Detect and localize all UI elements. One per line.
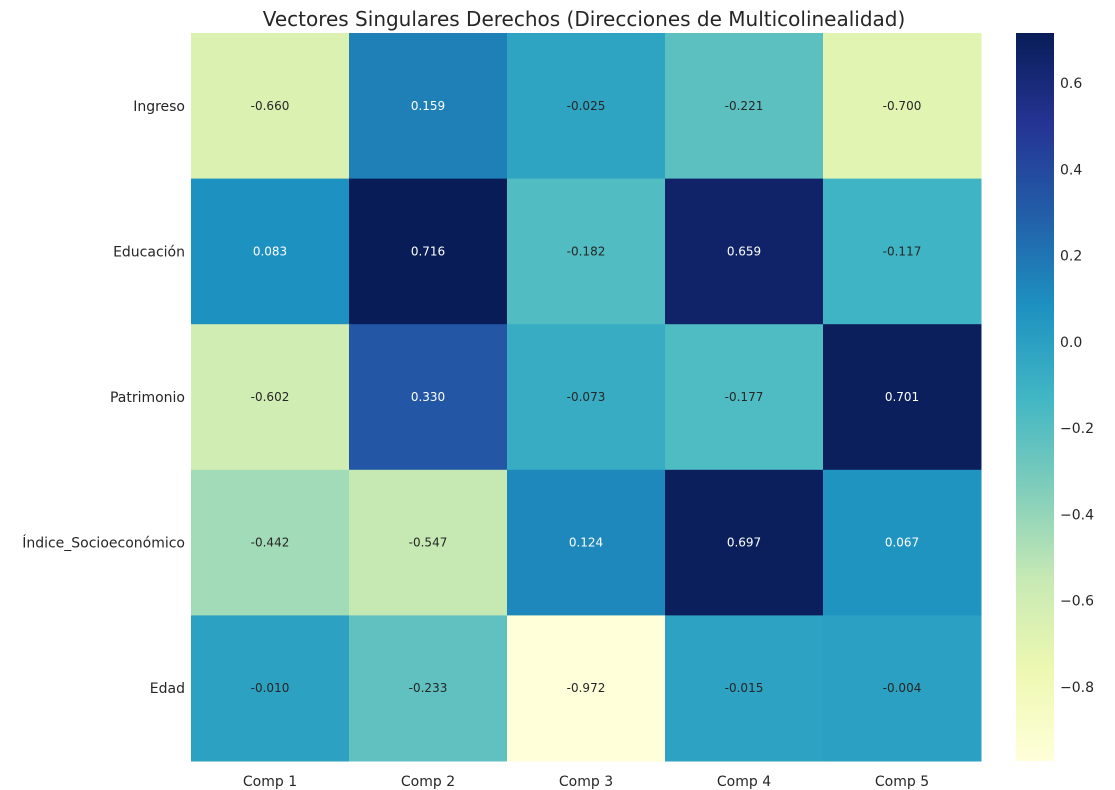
cell-value-label: -0.025 — [567, 99, 606, 113]
heatmap-cell — [349, 324, 508, 471]
heatmap-cell — [507, 324, 666, 471]
heatmap-cell — [823, 469, 982, 616]
cell-value-label: -0.015 — [725, 681, 764, 695]
cell-value-label: -0.442 — [251, 536, 290, 550]
heatmap-cell — [665, 33, 824, 180]
cell-value-label: 0.124 — [569, 536, 603, 550]
cell-value-label: -0.660 — [251, 99, 290, 113]
cell-value-label: -0.972 — [567, 681, 606, 695]
row-label: Ingreso — [133, 99, 185, 115]
column-label: Comp 3 — [559, 774, 613, 790]
cell-value-label: -0.117 — [883, 244, 922, 258]
heatmap-cell — [507, 615, 666, 762]
heatmap-cell — [349, 615, 508, 762]
cell-value-label: -0.221 — [725, 99, 764, 113]
colorbar-tick-label: −0.6 — [1060, 594, 1094, 610]
row-labels: Ingreso Educación Patrimonio Índice_Socioec… — [22, 99, 185, 697]
heatmap-cell — [823, 324, 982, 471]
colorbar-tick-label: 0.6 — [1060, 76, 1082, 92]
colorbar-tick-label: −0.2 — [1060, 421, 1094, 437]
heatmap-cells: -0.660 0.159 -0.025 -0.221 -0.700 0.083 0.716 -… — [191, 33, 982, 762]
heatmap-cell — [349, 469, 508, 616]
cell-value-label: 0.701 — [885, 390, 919, 404]
cell-value-label: -0.233 — [409, 681, 448, 695]
row-label: Patrimonio — [110, 390, 185, 406]
colorbar-tick-label: 0.0 — [1060, 335, 1082, 351]
cell-value-label: -0.004 — [883, 681, 922, 695]
colorbar-tick-label: 0.4 — [1060, 162, 1082, 178]
heatmap-cell — [665, 469, 824, 616]
cell-value-label: 0.659 — [727, 244, 761, 258]
heatmap-cell — [191, 178, 350, 325]
cell-value-label: -0.010 — [251, 681, 290, 695]
heatmap-cell — [665, 324, 824, 471]
cell-value-label: -0.547 — [409, 536, 448, 550]
colorbar-tick-label: −0.4 — [1060, 507, 1094, 523]
heatmap-cell — [349, 178, 508, 325]
heatmap-cell — [823, 615, 982, 762]
cell-value-label: 0.716 — [411, 244, 445, 258]
colorbar-gradient — [1016, 33, 1054, 761]
row-label: Edad — [150, 681, 185, 697]
heatmap-cell — [823, 33, 982, 180]
cell-value-label: 0.330 — [411, 390, 445, 404]
column-label: Comp 2 — [401, 774, 455, 790]
heatmap-cell — [507, 469, 666, 616]
row-label: Educación — [113, 244, 185, 260]
colorbar: −0.8 −0.6 −0.4 −0.2 0.0 0.2 0.4 0.6 — [1016, 33, 1094, 761]
heatmap-cell — [191, 33, 350, 180]
heatmap-cell — [507, 33, 666, 180]
cell-value-label: -0.177 — [725, 390, 764, 404]
colorbar-tick-label: −0.8 — [1060, 680, 1094, 696]
column-label: Comp 5 — [875, 774, 929, 790]
heatmap-cell — [665, 178, 824, 325]
heatmap-cell — [191, 324, 350, 471]
heatmap-cell — [191, 615, 350, 762]
colorbar-tick-label: 0.2 — [1060, 249, 1082, 265]
column-label: Comp 1 — [243, 774, 297, 790]
cell-value-label: -0.602 — [251, 390, 290, 404]
row-label: Índice_Socioeconómico — [22, 535, 185, 552]
cell-value-label: 0.159 — [411, 99, 445, 113]
heatmap-cell — [349, 33, 508, 180]
column-labels: Comp 1 Comp 2 Comp 3 Comp 4 Comp 5 — [243, 774, 929, 790]
heatmap-cell — [665, 615, 824, 762]
cell-value-label: 0.697 — [727, 536, 761, 550]
heatmap-cell — [823, 178, 982, 325]
cell-value-label: 0.067 — [885, 536, 919, 550]
cell-value-label: 0.083 — [253, 244, 287, 258]
cell-value-label: -0.073 — [567, 390, 606, 404]
chart-title: Vectores Singulares Derechos (Direccione… — [263, 7, 906, 31]
column-label: Comp 4 — [717, 774, 771, 790]
cell-value-label: -0.700 — [883, 99, 922, 113]
cell-value-label: -0.182 — [567, 244, 606, 258]
heatmap-cell — [191, 469, 350, 616]
heatmap-cell — [507, 178, 666, 325]
